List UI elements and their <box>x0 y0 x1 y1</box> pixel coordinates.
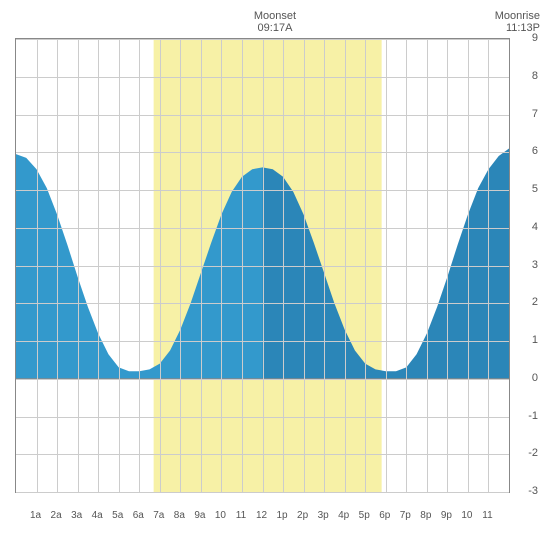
x-tick: 10 <box>215 510 226 521</box>
x-tick: 5p <box>359 510 370 521</box>
grid-line-h <box>16 77 509 78</box>
y-tick: 6 <box>532 145 538 157</box>
grid-line-h <box>16 454 509 455</box>
x-tick: 9a <box>194 510 205 521</box>
x-tick: 12 <box>256 510 267 521</box>
x-tick: 3a <box>71 510 82 521</box>
grid-line-h <box>16 303 509 304</box>
x-tick: 3p <box>318 510 329 521</box>
x-axis: 1a 2a 3a 4a 5a 6a 7a 8a 9a 10 11 12 1p 2p 3p 4p 5p 6p 7p 8p… <box>15 510 510 530</box>
y-axis: -3-2-10123456789 <box>512 38 540 493</box>
tide-chart: Moonset 09:17A Moonrise 11:13P -3-2-1012… <box>10 10 540 540</box>
y-tick: 8 <box>532 70 538 82</box>
grid-line-h <box>16 190 509 191</box>
plot-outer: -3-2-10123456789 1a2a3a4a5a6a7a8a9a10111… <box>10 38 540 518</box>
x-tick: 6p <box>379 510 390 521</box>
x-tick: 9p <box>441 510 452 521</box>
grid-line-h <box>16 379 509 380</box>
y-tick: -1 <box>528 410 538 422</box>
y-tick: 0 <box>532 372 538 384</box>
x-tick: 4p <box>338 510 349 521</box>
moonrise-label: Moonrise <box>495 10 540 22</box>
x-tick: 8p <box>420 510 431 521</box>
moonset-block: Moonset 09:17A <box>254 10 296 34</box>
x-tick: 6a <box>133 510 144 521</box>
x-tick: 8a <box>174 510 185 521</box>
y-tick: 7 <box>532 108 538 120</box>
y-tick: 4 <box>532 221 538 233</box>
x-tick: 11 <box>236 510 246 521</box>
y-tick: 3 <box>532 259 538 271</box>
y-tick: -3 <box>528 485 538 497</box>
x-tick: 2p <box>297 510 308 521</box>
x-tick: 1p <box>276 510 287 521</box>
grid-line-h <box>16 115 509 116</box>
x-tick: 4a <box>92 510 103 521</box>
moonset-label: Moonset <box>254 10 296 22</box>
x-tick: 7p <box>400 510 411 521</box>
y-tick: 2 <box>532 296 538 308</box>
x-tick: 11 <box>482 510 492 521</box>
chart-header: Moonset 09:17A Moonrise 11:13P <box>10 10 540 38</box>
moonrise-block: Moonrise 11:13P <box>495 10 540 34</box>
y-tick: 5 <box>532 183 538 195</box>
grid-line-h <box>16 39 509 40</box>
y-tick: -2 <box>528 447 538 459</box>
grid-line-h <box>16 228 509 229</box>
moonset-time: 09:17A <box>254 22 296 34</box>
y-tick: 1 <box>532 334 538 346</box>
y-tick: 9 <box>532 32 538 44</box>
grid-line-h <box>16 266 509 267</box>
plot-area <box>15 38 510 493</box>
x-tick: 1a <box>30 510 41 521</box>
grid-line-h <box>16 492 509 493</box>
x-tick: 10 <box>461 510 472 521</box>
grid-line-h <box>16 417 509 418</box>
x-tick: 7a <box>153 510 164 521</box>
grid-line-h <box>16 341 509 342</box>
x-tick: 2a <box>51 510 62 521</box>
x-tick: 5a <box>112 510 123 521</box>
grid-line-h <box>16 152 509 153</box>
